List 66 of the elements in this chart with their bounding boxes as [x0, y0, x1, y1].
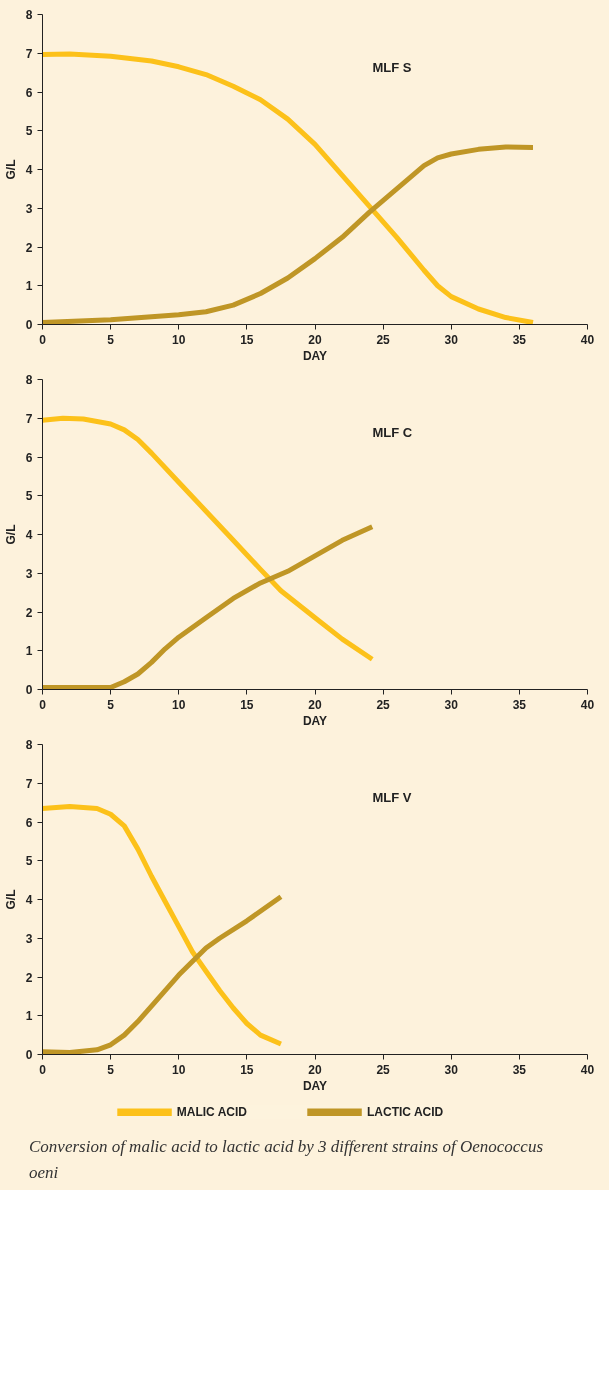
x-axis-title: DAY: [302, 348, 328, 363]
text: Conversion of malic acid to lactic acid by 3 different strains of Oenococcus oeni: [29, 1136, 544, 1184]
y-tick-label: 4: [25, 893, 33, 907]
x-tick-label: 35: [512, 1062, 527, 1077]
x-tick-label: 40: [580, 1062, 595, 1077]
y-tick-label: 1: [25, 1009, 33, 1024]
x-tick-label: 15: [240, 332, 254, 347]
x-tick-label: 20: [308, 1062, 322, 1077]
legend-label: MALIC ACID: [176, 1105, 247, 1119]
x-tick-label: 5: [107, 1062, 115, 1077]
y-tick-label: 0: [25, 318, 33, 332]
y-tick-label: 7: [25, 411, 33, 426]
x-tick-label: 30: [444, 697, 459, 712]
y-tick-label: 6: [25, 450, 33, 465]
x-tick-label: 0: [39, 1062, 47, 1077]
y-tick-label: 0: [25, 1048, 33, 1062]
y-axis-title: G/L: [3, 524, 18, 545]
y-tick-label: 4: [25, 163, 33, 177]
x-tick-label: 25: [376, 1062, 391, 1077]
y-tick-label: 8: [25, 738, 33, 752]
y-tick-label: 5: [25, 124, 33, 139]
y-tick-label: 2: [25, 970, 33, 985]
x-tick-label: 30: [444, 332, 459, 347]
y-tick-label: 5: [25, 489, 33, 504]
legend-label: LACTIC ACID: [367, 1105, 444, 1119]
y-tick-label: 7: [25, 46, 33, 61]
y-tick-label: 8: [25, 373, 33, 387]
x-tick-label: 10: [172, 1062, 186, 1077]
y-tick-label: 3: [25, 201, 33, 216]
y-tick-label: 0: [25, 683, 33, 697]
y-tick-label: 3: [25, 566, 33, 581]
x-tick-label: 15: [240, 697, 254, 712]
x-tick-label: 5: [107, 332, 115, 347]
y-tick-label: 2: [25, 240, 33, 255]
x-tick-label: 0: [39, 697, 47, 712]
text: MLF V: [372, 789, 412, 805]
x-tick-label: 10: [172, 697, 186, 712]
x-tick-label: 25: [376, 697, 391, 712]
y-tick-label: 4: [25, 528, 33, 542]
text: MLF C: [372, 424, 413, 440]
y-tick-label: 1: [25, 644, 33, 659]
x-tick-label: 30: [444, 1062, 459, 1077]
y-axis-title: G/L: [3, 159, 18, 180]
y-tick-label: 5: [25, 854, 33, 869]
x-tick-label: 15: [240, 1062, 254, 1077]
x-tick-label: 35: [512, 332, 527, 347]
y-tick-label: 7: [25, 776, 33, 791]
x-tick-label: 20: [308, 697, 322, 712]
x-tick-label: 35: [512, 697, 527, 712]
y-tick-label: 3: [25, 931, 33, 946]
y-tick-label: 1: [25, 279, 33, 294]
text: MLF S: [372, 59, 412, 75]
y-tick-label: 6: [25, 85, 33, 100]
x-tick-label: 40: [580, 332, 595, 347]
y-tick-label: 2: [25, 605, 33, 620]
x-tick-label: 40: [580, 697, 595, 712]
x-axis-title: DAY: [302, 713, 328, 728]
y-axis-title: G/L: [3, 889, 18, 910]
x-tick-label: 25: [376, 332, 391, 347]
y-tick-label: 8: [25, 8, 33, 22]
x-tick-label: 10: [172, 332, 186, 347]
x-tick-label: 20: [308, 332, 322, 347]
x-tick-label: 0: [39, 332, 47, 347]
x-tick-label: 5: [107, 697, 115, 712]
y-tick-label: 6: [25, 815, 33, 830]
x-axis-title: DAY: [302, 1078, 328, 1093]
